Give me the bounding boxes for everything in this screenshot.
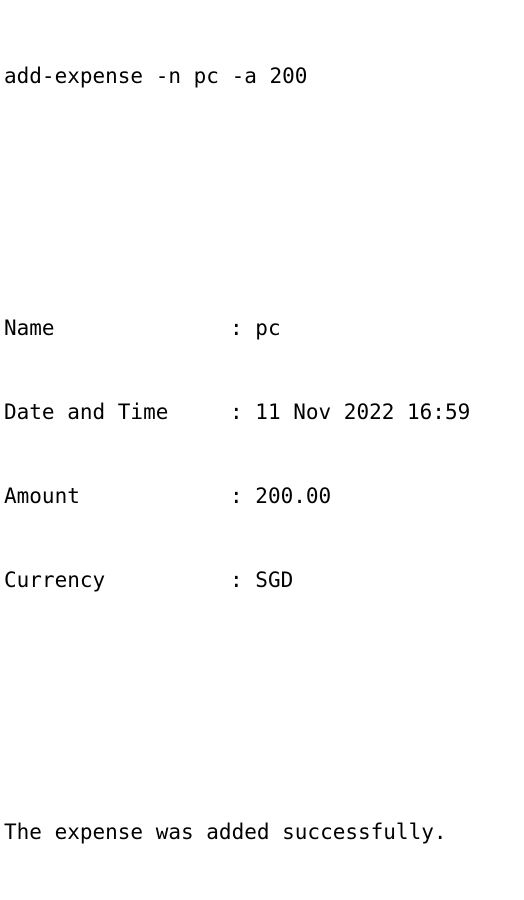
field-label-currency: Currency	[4, 568, 106, 592]
field-label-amount: Amount	[4, 484, 80, 508]
field-label-datetime: Date and Time	[4, 400, 169, 424]
field-row-name: Name: pc	[4, 314, 524, 342]
blank-line	[4, 734, 524, 762]
field-value-currency: SGD	[255, 568, 294, 592]
field-separator: :	[230, 568, 256, 592]
field-separator: :	[230, 484, 256, 508]
field-label-name: Name	[4, 316, 55, 340]
field-value-name: pc	[255, 316, 281, 340]
field-value-amount: 200.00	[255, 484, 332, 508]
field-row-currency: Currency: SGD	[4, 566, 524, 594]
added-expense-record: Name: pc Date and Time: 11 Nov 2022 16:5…	[4, 258, 524, 650]
field-row-datetime: Date and Time: 11 Nov 2022 16:59	[4, 398, 524, 426]
success-message: The expense was added successfully.	[4, 820, 447, 844]
field-row-amount: Amount: 200.00	[4, 482, 524, 510]
field-separator: :	[230, 400, 256, 424]
blank-line	[4, 146, 524, 174]
add-expense-command: add-expense -n pc -a 200	[4, 64, 308, 88]
field-separator: :	[230, 316, 256, 340]
field-value-datetime: 11 Nov 2022 16:59	[255, 400, 471, 424]
